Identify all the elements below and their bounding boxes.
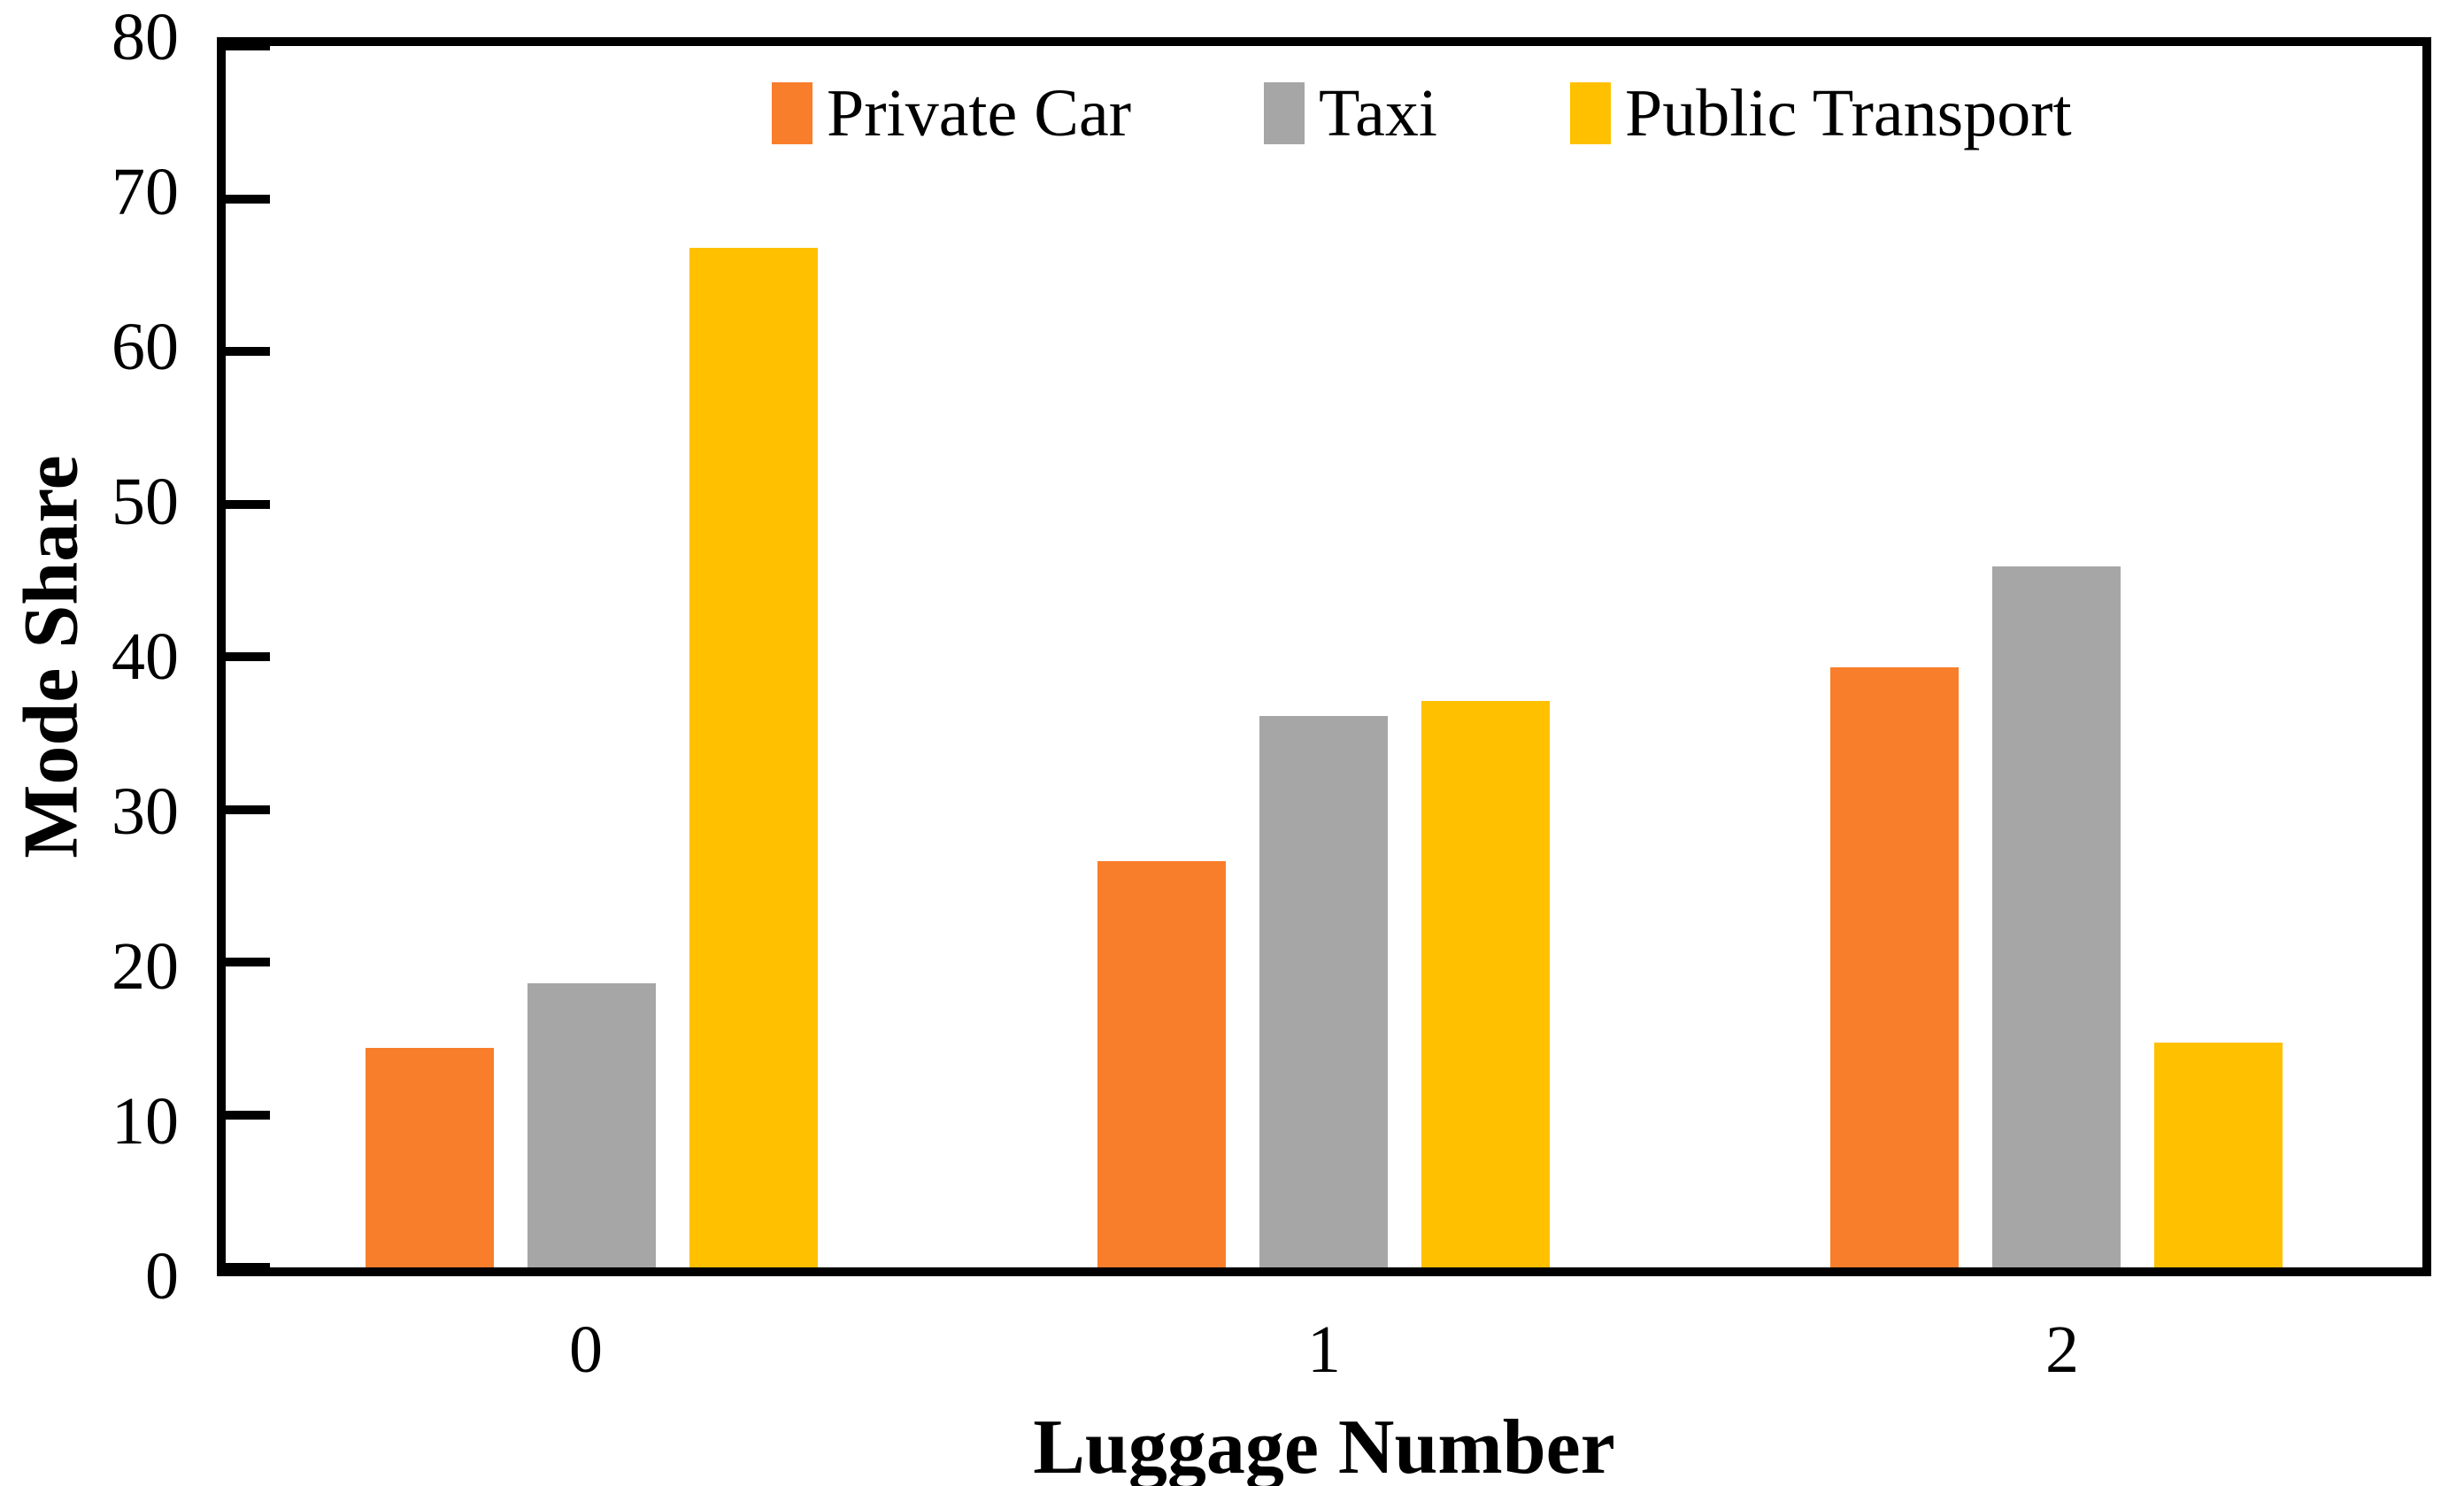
bar-private-car-cat-2 [1829,667,1959,1267]
bar-private-car-cat-0 [366,1047,495,1267]
legend: Private Car Taxi Public Transport [772,78,2072,149]
category-group-0 [226,46,958,1267]
y-tick-label-50: 50 [112,465,179,539]
y-tick-label-70: 70 [112,155,179,229]
x-axis-tick-labels: 0 1 2 [217,1312,2431,1388]
x-axis-title: Luggage Number [1033,1405,1615,1486]
legend-swatch-icon [1569,82,1611,144]
y-tick-label-80: 80 [112,0,179,74]
y-tick-10 [226,1110,270,1120]
y-tick-label-30: 30 [112,774,179,849]
legend-label: Taxi [1319,76,1437,150]
bar-public-transport-cat-2 [2153,1043,2283,1267]
y-tick-80 [226,42,270,50]
y-tick-label-0: 0 [145,1239,179,1313]
y-tick-label-20: 20 [112,929,179,1004]
y-tick-label-60: 60 [112,310,179,384]
x-tick-label-1: 1 [1307,1313,1341,1387]
category-group-1 [958,46,1690,1267]
plot-area [217,37,2431,1276]
bar-public-transport-cat-1 [1421,701,1551,1267]
bar-private-car-cat-1 [1097,861,1227,1267]
bar-taxi-cat-2 [1991,566,2121,1267]
y-tick-0 [226,1263,270,1272]
legend-item-public-transport: Public Transport [1569,76,2072,150]
category-group-2 [1690,46,2422,1267]
x-tick-label-2: 2 [2045,1313,2079,1387]
legend-swatch-icon [1264,82,1305,144]
bars-layer [226,46,2422,1267]
bar-taxi-cat-1 [1259,716,1389,1267]
y-tick-50 [226,499,270,509]
legend-swatch-icon [772,82,812,144]
y-tick-label-40: 40 [112,620,179,694]
legend-label: Private Car [827,76,1132,150]
bar-public-transport-cat-0 [689,247,819,1267]
x-tick-label-0: 0 [569,1313,603,1387]
y-tick-70 [226,194,270,204]
y-tick-label-10: 10 [112,1084,179,1159]
y-tick-40 [226,652,270,661]
y-tick-60 [226,347,270,356]
y-tick-20 [226,958,270,966]
y-tick-30 [226,805,270,814]
legend-item-taxi: Taxi [1264,78,1437,149]
legend-label: Public Transport [1624,76,2072,150]
bar-taxi-cat-0 [527,983,657,1267]
y-axis-tick-labels: 0 10 20 30 40 50 60 70 80 [0,2,188,1312]
legend-item-private-car: Private Car [772,78,1131,149]
